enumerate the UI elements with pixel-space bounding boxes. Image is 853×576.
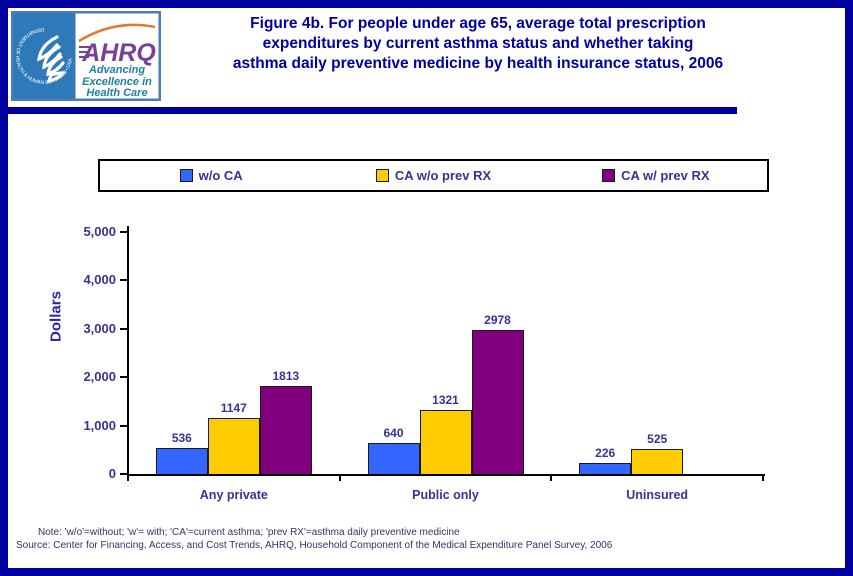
bar-value-label: 226 xyxy=(595,446,616,460)
footnote-note: Note: 'w/o'=without; 'w'= with; 'CA'=cur… xyxy=(38,527,460,538)
figure-title-line2: expenditures by current asthma status an… xyxy=(262,35,694,52)
y-tick-label: 5,000 xyxy=(83,224,116,239)
y-axis-tick xyxy=(120,231,128,233)
bar-w-o-ca-1 xyxy=(367,443,420,474)
bar-value-label: 1147 xyxy=(220,401,247,415)
x-axis-line xyxy=(127,474,765,476)
ahrq-speed-lines xyxy=(79,46,91,58)
bar-value-label: 1321 xyxy=(432,393,459,407)
legend-label-wo-ca: w/o CA xyxy=(198,168,243,183)
bar-value-label: 536 xyxy=(171,431,192,445)
y-tick-label: 0 xyxy=(108,466,116,481)
x-axis-tick xyxy=(127,476,129,481)
bar-value-label: 2978 xyxy=(484,313,511,327)
ahrq-tagline-line3: Health Care xyxy=(86,87,147,99)
bar-ca-w-prev-rx-0 xyxy=(259,386,312,474)
ahrq-logo-arc xyxy=(78,23,156,43)
ahrq-tagline-line2: Excellence in xyxy=(82,76,152,88)
ahrq-hhs-logo: DEPARTMENT OF HEALTH & HUMAN SERVICES • … xyxy=(11,11,161,101)
header-divider-bar xyxy=(8,107,737,114)
figure-title-line3: asthma daily preventive medicine by heal… xyxy=(232,55,724,72)
bar-value-label: 640 xyxy=(383,426,404,440)
bar-value-label: 525 xyxy=(647,432,668,446)
figure-title-line1: Figure 4b. For people under age 65, aver… xyxy=(250,15,706,32)
x-axis-tick xyxy=(550,476,553,481)
legend-swatch-purple-icon xyxy=(602,169,616,182)
y-tick-label: 1,000 xyxy=(83,417,116,433)
bar-w-o-ca-2 xyxy=(579,463,632,474)
bar-ca-w-o-prev-rx-0 xyxy=(207,418,260,474)
ahrq-tagline-line1: Advancing xyxy=(88,64,146,76)
legend-label-ca-wo-prev-rx: CA w/o prev RX xyxy=(394,168,492,183)
bar-ca-w-o-prev-rx-2 xyxy=(631,449,684,474)
y-axis-tick xyxy=(120,376,128,379)
ahrq-hhs-logo-icon: DEPARTMENT OF HEALTH & HUMAN SERVICES • … xyxy=(11,11,161,101)
legend-item-ca-w-prev-rx: CA w/ prev RX xyxy=(545,168,767,183)
chart-plot-region: 0 1,000 2,000 3,000 4,000 5,000 536 1147 1813 Any… xyxy=(8,8,845,568)
footnote-source: Source: Center for Financing, Access, an… xyxy=(16,540,613,551)
y-axis-line xyxy=(127,226,129,476)
legend-swatch-yellow-icon xyxy=(375,169,389,182)
ahrq-tagline: Advancing Excellence in Health Care xyxy=(82,64,152,99)
legend-swatch-blue-icon xyxy=(179,169,193,182)
y-tick-label: 2,000 xyxy=(83,369,116,385)
chart-legend: w/o CA CA w/o prev RX CA w/ prev RX xyxy=(98,159,769,192)
hhs-eagle-icon xyxy=(37,35,67,84)
y-axis-tick xyxy=(120,279,128,282)
y-axis-tick xyxy=(120,424,128,427)
legend-label-ca-w-prev-rx: CA w/ prev RX xyxy=(621,168,710,183)
figure-title: Figure 4b. For people under age 65, aver… xyxy=(158,14,798,74)
legend-item-wo-ca: w/o CA xyxy=(100,168,322,183)
x-category-label: Any private xyxy=(199,488,268,502)
y-tick-label: 3,000 xyxy=(83,320,116,336)
bar-w-o-ca-0 xyxy=(155,448,208,474)
y-tick-label: 4,000 xyxy=(83,272,116,288)
x-category-label: Uninsured xyxy=(626,488,689,502)
x-category-label: Public only xyxy=(412,488,479,502)
ahrq-wordmark: AHRQ xyxy=(81,39,156,67)
bar-ca-w-o-prev-rx-1 xyxy=(419,410,472,474)
x-axis-tick xyxy=(338,476,341,481)
bar-ca-w-prev-rx-1 xyxy=(471,330,524,474)
y-axis-tick xyxy=(120,327,128,330)
x-axis-tick xyxy=(762,476,764,481)
legend-item-ca-wo-prev-rx: CA w/o prev RX xyxy=(322,168,544,183)
y-axis-tick xyxy=(120,473,128,475)
bar-value-label: 1813 xyxy=(272,369,300,383)
